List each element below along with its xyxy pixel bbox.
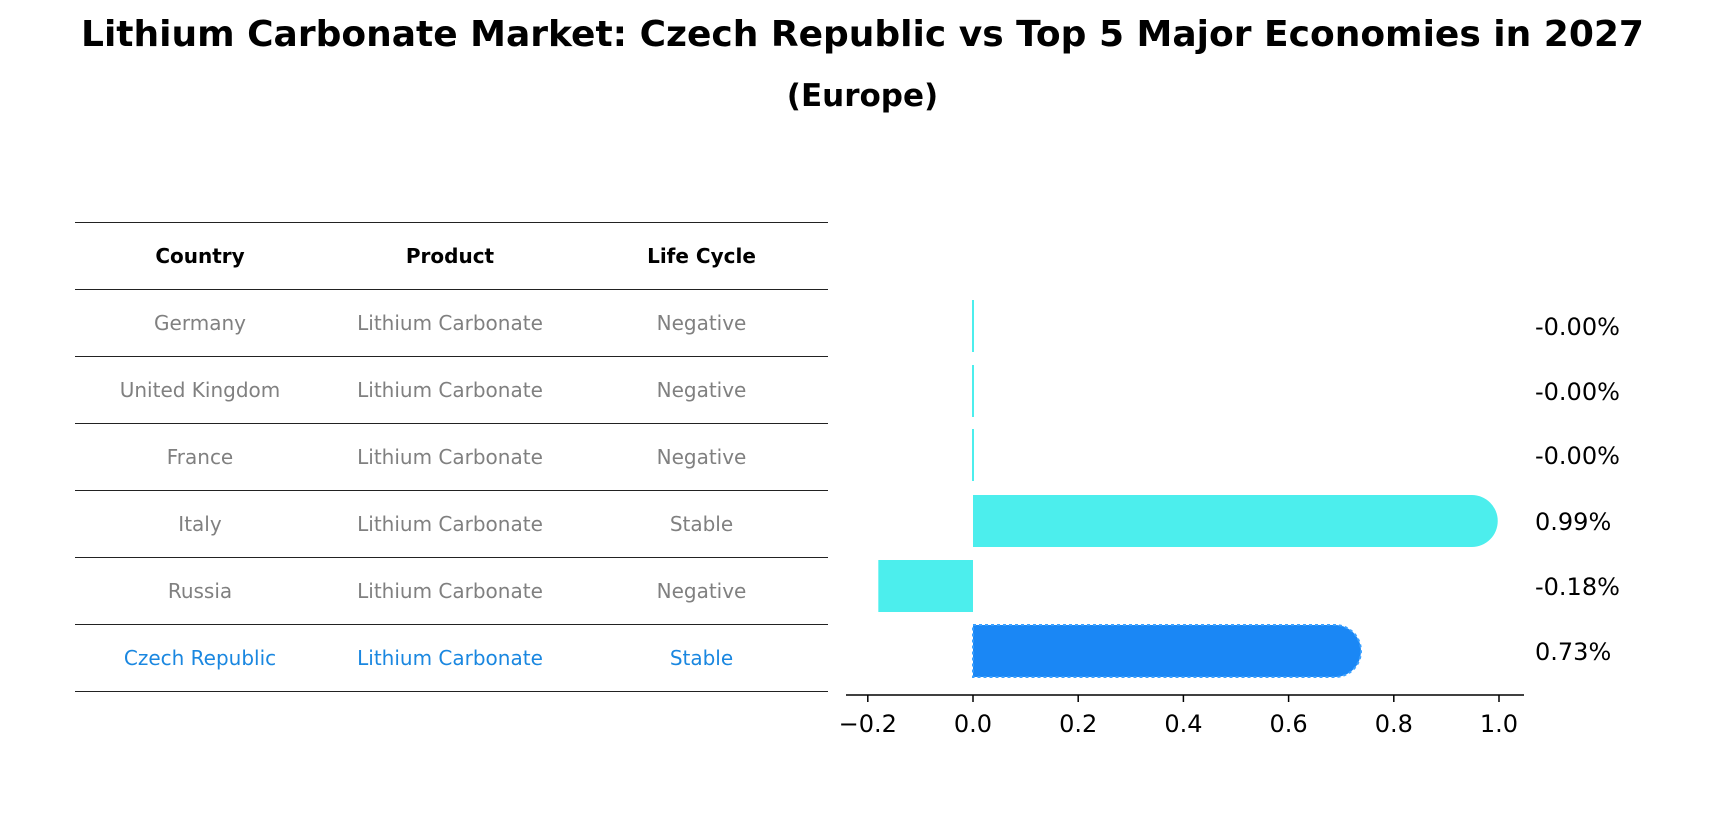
- cell-country: United Kingdom: [119, 378, 281, 402]
- bar-czech-republic: [972, 624, 1362, 678]
- value-label: -0.00%: [1535, 378, 1620, 406]
- table-row: United Kingdom Lithium Carbonate Negativ…: [75, 356, 828, 423]
- value-label-group: -0.00% -0.00% -0.00% 0.99% -0.18% 0.73%: [1535, 313, 1620, 666]
- table-row: France Lithium Carbonate Negative: [75, 423, 828, 490]
- cell-country: Russia: [167, 579, 233, 603]
- x-axis: −0.2 0.0 0.2 0.4 0.6 0.8 1.0: [839, 694, 1524, 738]
- bar-italy: [973, 495, 1498, 547]
- cell-country: Czech Republic: [123, 646, 277, 670]
- header-country: Country: [155, 244, 245, 268]
- chart-subtitle: (Europe): [786, 78, 939, 114]
- cell-product: Lithium Carbonate: [357, 311, 543, 335]
- cell-product: Lithium Carbonate: [357, 512, 543, 536]
- table-row: Germany Lithium Carbonate Negative: [75, 289, 828, 356]
- cell-country: Italy: [178, 512, 222, 536]
- x-tick-label: 0.6: [1270, 710, 1308, 738]
- cell-life-cycle: Negative: [656, 311, 747, 335]
- bar-russia: [878, 560, 973, 612]
- x-tick-label: 0.2: [1059, 710, 1097, 738]
- cell-life-cycle: Negative: [656, 378, 747, 402]
- table-header-row: Country Product Life Cycle: [75, 222, 828, 289]
- bar-united-kingdom: [972, 365, 974, 417]
- cell-product: Lithium Carbonate: [357, 646, 543, 670]
- chart-title: Lithium Carbonate Market: Czech Republic…: [81, 14, 1644, 55]
- value-label: -0.00%: [1535, 313, 1620, 341]
- header-life-cycle: Life Cycle: [647, 244, 756, 268]
- x-tick-label: 0.8: [1375, 710, 1413, 738]
- table-row: Russia Lithium Carbonate Negative: [75, 557, 828, 624]
- cell-life-cycle: Stable: [669, 646, 734, 670]
- cell-product: Lithium Carbonate: [357, 579, 543, 603]
- cell-life-cycle: Negative: [656, 445, 747, 469]
- cell-country: France: [166, 445, 234, 469]
- bar-group: [878, 300, 1498, 678]
- cell-life-cycle: Stable: [669, 512, 734, 536]
- value-label: -0.18%: [1535, 573, 1620, 601]
- value-label: 0.99%: [1535, 508, 1611, 536]
- cell-product: Lithium Carbonate: [357, 445, 543, 469]
- value-label: 0.73%: [1535, 638, 1611, 666]
- cell-life-cycle: Negative: [656, 579, 747, 603]
- table-row: Italy Lithium Carbonate Stable: [75, 490, 828, 557]
- x-tick-label: 0.0: [954, 710, 992, 738]
- cell-country: Germany: [154, 311, 246, 335]
- bar-germany: [972, 300, 974, 352]
- value-label: -0.00%: [1535, 442, 1620, 470]
- cell-product: Lithium Carbonate: [357, 378, 543, 402]
- bar-france: [972, 429, 974, 481]
- x-tick-label: 0.4: [1164, 710, 1202, 738]
- x-tick-label: 1.0: [1480, 710, 1518, 738]
- table-row-highlight: Czech Republic Lithium Carbonate Stable: [75, 624, 828, 692]
- header-product: Product: [405, 244, 495, 268]
- x-tick-label: −0.2: [839, 710, 897, 738]
- comparison-table: Country Product Life Cycle Germany Lithi…: [75, 222, 828, 692]
